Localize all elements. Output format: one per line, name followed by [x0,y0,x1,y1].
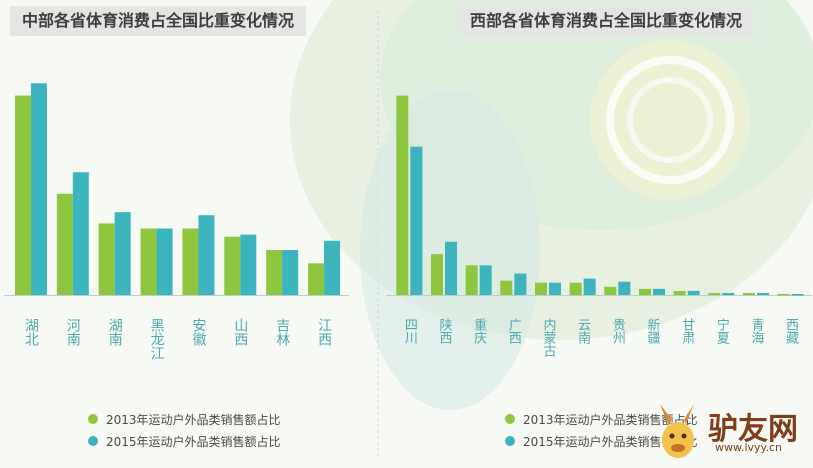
bar-2013-黑龙江 [140,228,157,295]
category-label-宁夏: 宁夏 [714,317,730,344]
category-label-西藏: 西藏 [783,318,799,344]
category-label-内蒙古: 内蒙古 [541,317,557,357]
bar-2015-云南 [583,278,596,295]
bar-2015-湖北 [30,83,47,295]
bar-2013-宁夏 [708,292,721,295]
bar-2015-陕西 [445,241,457,295]
bar-2013-湖南 [98,223,115,295]
bar-2013-青海 [743,292,755,295]
bar-2015-湖南 [114,212,131,295]
category-label-江西: 江西 [316,318,332,346]
bar-2015-山西 [240,234,257,295]
category-label-青海: 青海 [749,318,765,344]
bar-2015-重庆 [479,265,492,295]
bar-2015-西藏 [791,293,804,296]
category-label-新疆: 新疆 [645,317,661,344]
legend-item-2013: 2013年运动户外品类销售额占比 [505,408,698,430]
bar-2013-河南 [56,193,73,295]
bar-2015-黑龙江 [156,228,173,295]
bar-2015-广西 [514,273,527,295]
bar-2013-西藏 [777,293,790,296]
bar-2015-内蒙古 [549,282,561,295]
legend-item-2013: 2013年运动户外品类销售额占比 [88,408,281,430]
bar-2013-贵州 [604,286,617,295]
category-label-甘肃: 甘肃 [679,318,695,344]
bar-2013-广西 [500,280,513,295]
bar-2015-安徽 [198,215,215,295]
bar-2015-新疆 [653,288,665,295]
category-label-陕西: 陕西 [437,318,453,344]
bar-2013-山西 [224,236,241,295]
bar-2013-安徽 [182,228,199,295]
legend-label-2015: 2015年运动户外品类销售额占比 [106,434,281,449]
legend-label-2013: 2013年运动户外品类销售额占比 [106,412,281,427]
category-label-重庆: 重庆 [471,317,487,344]
watermark-brand: 驴友网 [708,412,798,447]
legend-item-2015: 2015年运动户外品类销售额占比 [505,430,698,452]
bar-2013-吉林 [266,250,283,295]
bar-2015-贵州 [618,281,631,295]
category-label-河南: 河南 [65,318,81,346]
legend-dot-2015 [505,436,515,446]
bar-2015-吉林 [282,250,299,295]
legend-dot-2013 [88,414,98,424]
category-label-吉林: 吉林 [274,318,290,346]
bar-2013-重庆 [465,265,478,295]
category-label-广西: 广西 [506,318,522,344]
donkey-logo-icon [660,404,694,458]
category-label-湖南: 湖南 [107,318,123,346]
watermark-url: www.lvyy.cn [715,441,783,454]
category-label-安徽: 安徽 [190,318,206,346]
category-label-山西: 山西 [232,318,248,346]
bar-2013-江西 [308,263,325,295]
legend-label-2013: 2013年运动户外品类销售额占比 [523,412,698,427]
legend-central: 2013年运动户外品类销售额占比 2015年运动户外品类销售额占比 [88,408,281,452]
bar-2015-甘肃 [687,290,700,295]
category-label-四川: 四川 [402,318,418,344]
chart-title-western: 西部各省体育消费占全国比重变化情况 [458,6,755,36]
chart-title-central: 中部各省体育消费占全国比重变化情况 [10,6,307,36]
bar-2013-四川 [396,95,409,296]
category-label-云南: 云南 [575,318,591,344]
bar-2015-江西 [324,240,341,295]
bar-2013-陕西 [431,254,443,295]
bar-2015-青海 [757,292,769,295]
category-label-贵州: 贵州 [610,318,626,344]
category-label-黑龙江: 黑龙江 [149,318,165,360]
bar-2015-宁夏 [722,292,735,295]
category-label-湖北: 湖北 [23,318,39,347]
bar-2013-湖北 [14,95,31,296]
legend-dot-2013 [505,414,515,424]
bar-2013-内蒙古 [535,282,547,295]
bar-2015-河南 [72,172,89,295]
legend-label-2015: 2015年运动户外品类销售额占比 [523,434,698,449]
legend-western: 2013年运动户外品类销售额占比 2015年运动户外品类销售额占比 [505,408,698,452]
bar-2015-四川 [410,146,423,295]
bar-2013-甘肃 [673,290,686,295]
bar-2013-新疆 [639,288,651,295]
bar-2013-云南 [569,282,582,295]
legend-item-2015: 2015年运动户外品类销售额占比 [88,430,281,452]
legend-dot-2015 [88,436,98,446]
